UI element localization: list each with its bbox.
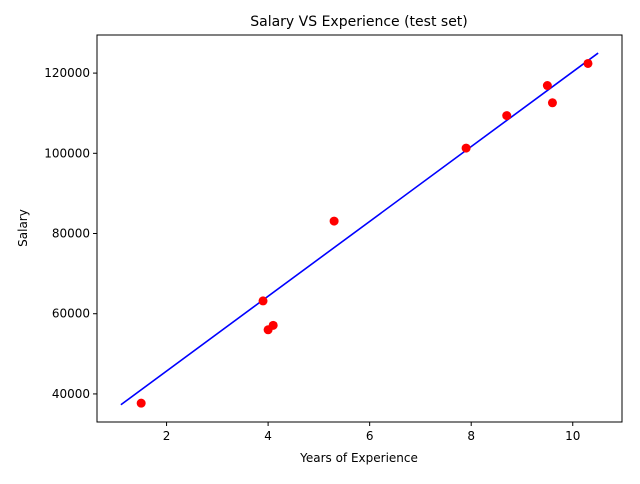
data-point [136, 398, 146, 408]
data-point [268, 320, 278, 330]
regression-line [120, 52, 599, 406]
x-tick-label: 2 [163, 429, 171, 443]
y-tick-label: 80000 [52, 227, 90, 241]
data-point [547, 98, 557, 108]
y-tick-label: 100000 [44, 146, 90, 160]
x-tick-label: 8 [467, 429, 475, 443]
y-tick-label: 120000 [44, 66, 90, 80]
data-point [583, 58, 593, 68]
x-axis-label: Years of Experience [299, 451, 418, 465]
plot-marks [120, 52, 599, 408]
data-point [329, 216, 339, 226]
y-tick-label: 60000 [52, 307, 90, 321]
x-axis-ticks: 2 4 6 8 10 [163, 422, 580, 443]
y-tick-label: 40000 [52, 387, 90, 401]
y-axis-label: Salary [16, 209, 30, 247]
y-axis-ticks: 40000 60000 80000 100000 120000 [44, 66, 97, 401]
data-point [258, 296, 268, 306]
x-tick-label: 10 [565, 429, 580, 443]
plot-frame [96, 34, 623, 423]
chart-title: Salary VS Experience (test set) [250, 14, 468, 30]
data-point [542, 81, 552, 91]
x-tick-label: 6 [366, 429, 374, 443]
data-point [461, 143, 471, 153]
x-tick-label: 4 [264, 429, 272, 443]
data-point [502, 111, 512, 121]
